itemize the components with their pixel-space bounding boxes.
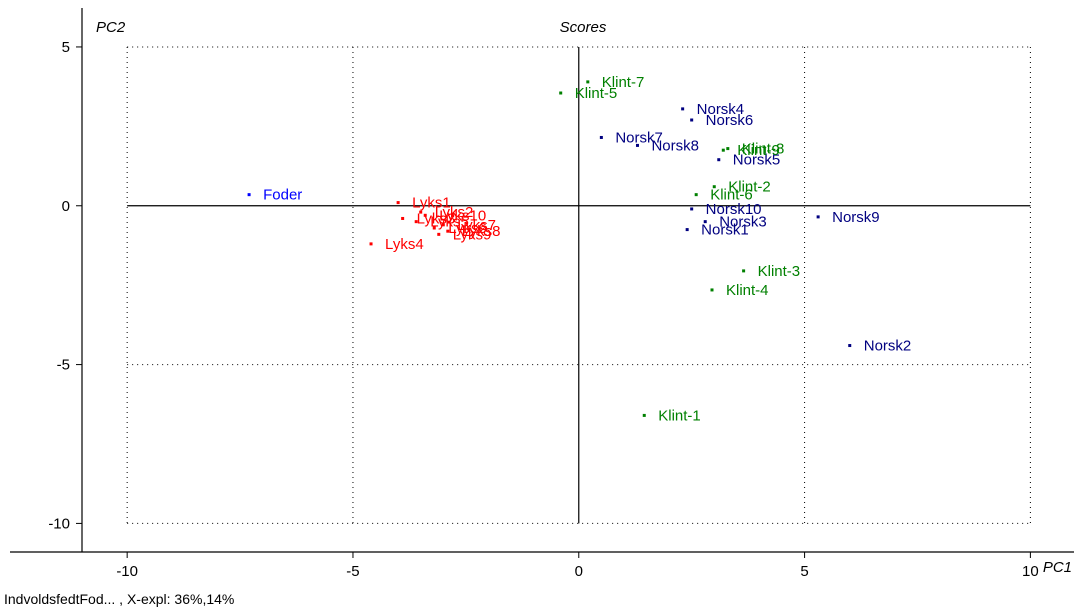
point-label-norsk5: Norsk5 <box>733 152 781 169</box>
data-point-klint-2 <box>712 185 716 189</box>
data-point-klint-3 <box>742 269 746 273</box>
point-label-norsk4: Norsk4 <box>697 101 745 118</box>
point-label-klint-6: Klint-6 <box>710 187 753 204</box>
point-label-lyks4: Lyks4 <box>385 236 424 253</box>
point-label-klint-1: Klint-1 <box>658 407 701 424</box>
point-label-klint-3: Klint-3 <box>758 263 801 280</box>
x-tick-label: 0 <box>575 563 583 580</box>
point-label-lyks6: Lyks6 <box>448 220 487 237</box>
data-point-lyks10 <box>423 213 427 217</box>
y-tick-label: 5 <box>62 39 70 56</box>
point-label-norsk9: Norsk9 <box>832 209 880 226</box>
point-label-norsk1: Norsk1 <box>701 222 749 239</box>
data-point-lyks2 <box>419 210 423 214</box>
data-point-lyks5 <box>414 220 418 224</box>
point-label-klint-2: Klint-2 <box>728 179 771 196</box>
point-label-foder: Foder <box>263 187 302 204</box>
point-label-lyks1: Lyks1 <box>412 195 451 212</box>
data-point-norsk6 <box>690 118 694 122</box>
data-point-lyks1 <box>396 201 400 205</box>
point-label-norsk3: Norsk3 <box>719 214 767 231</box>
data-point-klint-6 <box>694 193 698 197</box>
y-tick-label: 0 <box>62 198 70 215</box>
data-points <box>247 80 852 417</box>
plot-background <box>0 0 1080 590</box>
x-tick-label: 5 <box>800 563 808 580</box>
x-axis-name: PC1 <box>1043 559 1072 576</box>
point-label-klint-9: Klint-9 <box>737 142 780 159</box>
point-label-klint-7: Klint-7 <box>602 74 645 91</box>
data-point-klint-5 <box>559 91 563 95</box>
data-point-klint-1 <box>642 413 646 417</box>
data-point-norsk9 <box>816 215 820 219</box>
x-tick-label: -5 <box>346 563 359 580</box>
point-label-lyks8: Lyks8 <box>462 223 501 240</box>
data-point-norsk1 <box>685 228 689 232</box>
point-label-norsk8: Norsk8 <box>651 137 699 154</box>
data-point-foder <box>247 193 251 197</box>
data-point-lyks9 <box>437 232 441 236</box>
data-point-norsk7 <box>599 135 603 139</box>
y-tick-label: -5 <box>57 357 70 374</box>
status-bar: IndvoldsfedtFod... , X-expl: 36%,14% <box>4 591 235 607</box>
point-label-norsk2: Norsk2 <box>864 338 912 355</box>
data-point-norsk3 <box>703 220 707 224</box>
data-point-norsk5 <box>717 158 721 162</box>
data-point-norsk2 <box>848 344 852 348</box>
point-label-lyks7: Lyks7 <box>457 217 496 234</box>
data-point-lyks3 <box>401 216 405 220</box>
data-point-lyks7 <box>441 223 445 227</box>
point-label-klint-8: Klint-8 <box>742 141 785 158</box>
axes <box>10 8 1074 558</box>
data-point-klint-7 <box>586 80 590 84</box>
point-label-lyks5: Lyks5 <box>430 214 469 231</box>
point-label-lyks9: Lyks9 <box>453 226 492 243</box>
x-tick-label: 10 <box>1022 563 1039 580</box>
point-label-lyks3: Lyks3 <box>417 210 456 227</box>
point-label-klint-5: Klint-5 <box>575 85 618 102</box>
data-point-norsk10 <box>690 207 694 211</box>
data-point-norsk8 <box>635 143 639 147</box>
data-point-klint-8 <box>726 147 730 151</box>
data-point-norsk4 <box>681 107 685 111</box>
y-tick-label: -10 <box>48 515 70 532</box>
chart-title: Scores <box>560 19 607 36</box>
point-label-lyks2: Lyks2 <box>435 204 474 221</box>
grid-lines <box>126 46 1031 524</box>
data-point-klint-9 <box>721 148 725 152</box>
point-label-norsk10: Norsk10 <box>706 201 762 218</box>
data-point-lyks6 <box>432 226 436 230</box>
data-point-lyks8 <box>446 229 450 233</box>
data-point-klint-4 <box>710 288 714 292</box>
data-point-lyks4 <box>369 242 373 246</box>
point-label-klint-4: Klint-4 <box>726 282 769 299</box>
tick-labels: -10 -5 0 5 10 5 0 -5 -10 <box>48 39 1038 580</box>
point-label-lyks10: Lyks10 <box>439 207 486 224</box>
x-tick-label: -10 <box>116 563 138 580</box>
point-label-norsk6: Norsk6 <box>706 112 754 129</box>
zero-lines <box>127 46 1031 524</box>
y-axis-name: PC2 <box>96 19 126 36</box>
point-label-norsk7: Norsk7 <box>615 129 663 146</box>
